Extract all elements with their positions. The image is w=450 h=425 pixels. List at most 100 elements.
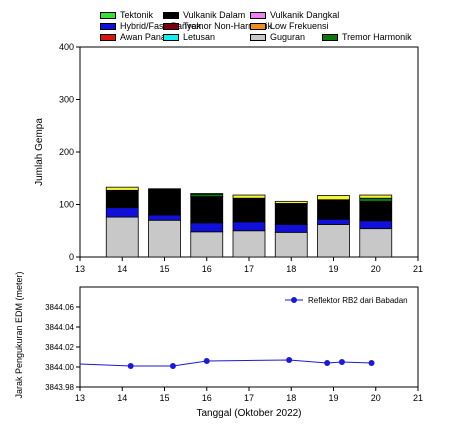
bar-segment-16-hybrid-fase-banyak [190, 222, 224, 233]
bar-segment-15-guguran [148, 219, 181, 258]
line-y-tick-label: 3844.04 [45, 323, 74, 332]
legend-item-vulkanik-dalam: Vulkanik Dalam [163, 10, 245, 20]
bar-x-tick-label: 18 [286, 264, 296, 274]
bar-y-tick-label: 200 [59, 147, 74, 157]
bar-x-tick-label: 16 [202, 264, 212, 274]
bar-x-axis: 13 14 15 16 17 18 19 20 21 [75, 257, 423, 274]
line-y-tick-label: 3843.98 [45, 383, 74, 392]
bar-segment-19-series-10 [317, 195, 350, 201]
bar-segment-16-tektonik [190, 193, 224, 195]
line-x-tick-label: 18 [286, 393, 296, 403]
legend-label: Low Frekuensi [270, 21, 329, 31]
bar-segment-14-hybrid-fase-banyak [105, 207, 139, 218]
line-x-tick-label: 20 [371, 393, 381, 403]
line-legend-swatch-marker [291, 297, 297, 303]
bar-x-tick-label: 15 [159, 264, 169, 274]
bar-x-tick-label: 19 [328, 264, 338, 274]
bar-segment-20-tremor-harmonik [359, 197, 393, 202]
bar-y-tick-label: 400 [59, 42, 74, 52]
bar-segment-19-guguran [317, 224, 350, 258]
legend-swatch [250, 33, 266, 41]
legend-swatch [322, 33, 338, 41]
legend-swatch [163, 33, 179, 41]
legend-item-vulkanik-dangkal: Vulkanik Dangkal [250, 10, 339, 20]
legend-swatch [100, 22, 116, 30]
bar-y-tick-label: 300 [59, 95, 74, 105]
line-legend-label: Reflektor RB2 dari Babadan [308, 296, 408, 305]
legend-swatch [250, 11, 266, 19]
legend-label: Vulkanik Dalam [183, 10, 246, 20]
data-point [324, 360, 331, 366]
bar-x-tick-label: 13 [75, 264, 85, 274]
line-y-tick-label: 3844.06 [45, 303, 74, 312]
line-x-tick-label: 21 [413, 393, 423, 403]
bar-segment-20-hybrid-fase-banyak [359, 220, 393, 230]
bar-x-tick-label: 20 [371, 264, 381, 274]
bar-x-tick-label: 21 [413, 264, 423, 274]
bar-segment-17-vulkanik-dalam [232, 197, 266, 223]
bar-segment-17-guguran [232, 230, 266, 258]
legend-swatch [100, 33, 116, 41]
line-x-axis: 13 14 15 16 17 18 19 20 21 [75, 387, 423, 403]
line-chart: 13 14 15 16 17 18 19 20 21 3843.98 3844.00 3844.02… [14, 271, 423, 419]
legend-label: Tremor Non-Harmonik [183, 21, 273, 31]
data-point [169, 363, 176, 369]
bar-segment-19-hybrid-fase-banyak [317, 218, 350, 225]
bar-y-axis: 0 100 200 300 400 [59, 42, 80, 262]
bar-segment-14-guguran [105, 216, 139, 258]
bar-segment-20-vulkanik-dalam [359, 200, 393, 222]
legend-item-awan-panas: Awan Panas [100, 32, 170, 42]
series-points-rb2 [127, 357, 375, 369]
legend-swatch [100, 11, 116, 19]
data-point [203, 358, 210, 364]
line-legend: Reflektor RB2 dari Babadan [285, 296, 408, 305]
bar-y-tick-label: 100 [59, 200, 74, 210]
legend-label: Vulkanik Dangkal [270, 10, 340, 20]
line-y-axis: 3843.98 3844.00 3844.02 3844.04 3844.06 [45, 303, 80, 392]
bar-segment-18-vulkanik-dalam [274, 203, 308, 225]
legend-item-guguran: Guguran [250, 32, 305, 42]
data-point [368, 360, 375, 366]
legend-swatch [250, 22, 266, 30]
bar-segment-15-vulkanik-dalam [148, 188, 181, 216]
line-y-axis-label: Jarak Pengukuran EDM (meter) [14, 271, 24, 398]
bar-y-axis-label: Jumlah Gempa [34, 118, 45, 186]
bar-segment-18-guguran [274, 231, 308, 258]
bar-stacks [105, 186, 393, 258]
legend-label: Guguran [270, 32, 306, 42]
bar-segment-19-vulkanik-dalam [317, 199, 350, 220]
legend-item-tektonik: Tektonik [100, 10, 153, 20]
line-x-tick-label: 19 [328, 393, 338, 403]
bar-segment-14-vulkanik-dalam [105, 189, 139, 209]
line-x-axis-label: Tanggal (Oktober 2022) [196, 408, 301, 419]
line-x-tick-label: 14 [117, 393, 127, 403]
line-y-tick-label: 3844.02 [45, 343, 74, 352]
line-x-tick-label: 13 [75, 393, 85, 403]
line-x-tick-label: 16 [202, 393, 212, 403]
legend-swatch [163, 22, 179, 30]
data-point [338, 359, 345, 365]
legend-label: Hybrid/Fase Banyak [120, 21, 202, 31]
bar-segment-14-series-10 [105, 186, 139, 191]
line-x-tick-label: 17 [244, 393, 254, 403]
line-y-tick-label: 3844.00 [45, 363, 74, 372]
bar-chart: 13 14 15 16 17 18 19 20 21 0 100 200 300 400 Jumlah … [34, 42, 423, 274]
bar-segment-20-series-10 [359, 194, 393, 199]
legend-item-tremor-non-harmonik: Tremor Non-Harmonik [163, 21, 272, 31]
legend-swatch [163, 11, 179, 19]
bar-segment-18-series-10 [274, 200, 308, 204]
bar-y-tick-label: 0 [69, 252, 74, 262]
bar-x-tick-label: 17 [244, 264, 254, 274]
bar-segment-17-series-10 [232, 194, 266, 199]
data-point [286, 357, 293, 363]
bar-segment-15-hybrid-fase-banyak [148, 214, 181, 221]
legend-item-hybrid-fase-banyak: Hybrid/Fase Banyak [100, 21, 201, 31]
bar-segment-17-hybrid-fase-banyak [232, 221, 266, 232]
bar-x-tick-label: 14 [117, 264, 127, 274]
legend-label: Awan Panas [120, 32, 171, 42]
legend-label: Letusan [183, 32, 216, 42]
legend-item-low-frekuensi: Low Frekuensi [250, 21, 329, 31]
bar-segment-16-guguran [190, 231, 224, 258]
bar-segment-18-hybrid-fase-banyak [274, 224, 308, 233]
